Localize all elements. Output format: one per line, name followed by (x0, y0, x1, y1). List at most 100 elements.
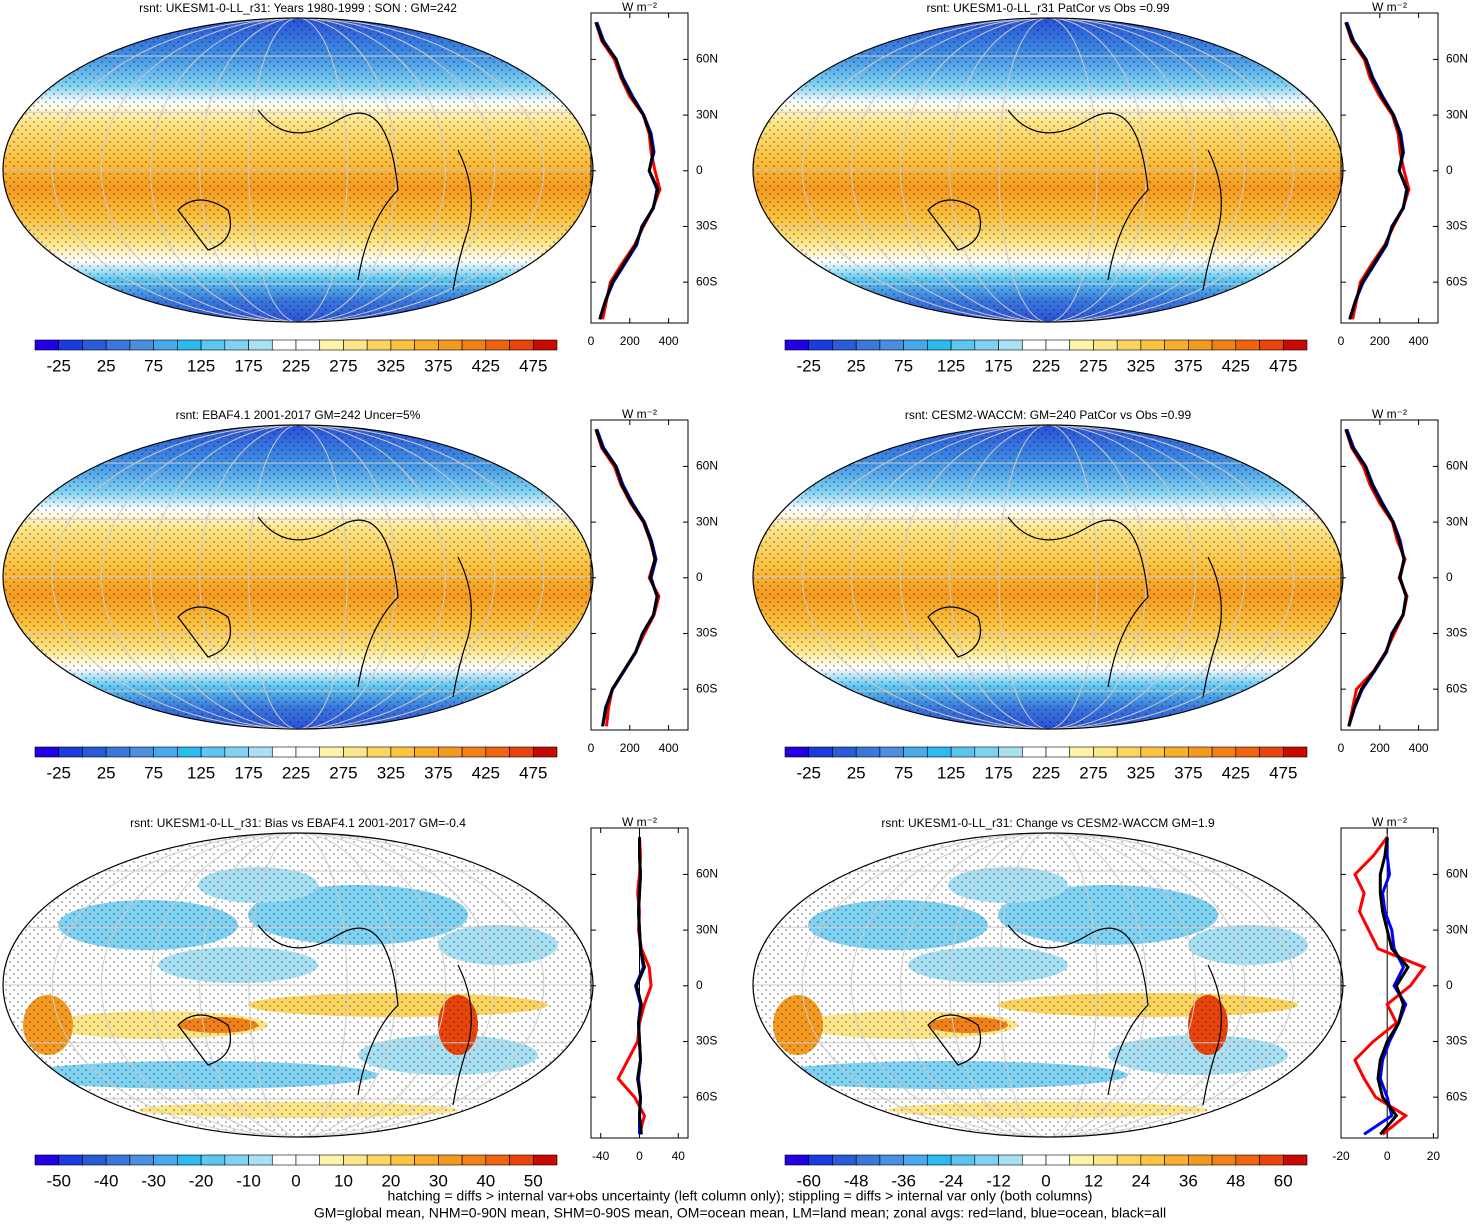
y-tick-label: 60N (1446, 52, 1468, 66)
colorbar-label: 20 (381, 1171, 400, 1190)
colorbar-box (1116, 746, 1142, 758)
colorbar-label: 325 (1127, 356, 1155, 375)
colorbar-box (438, 1154, 463, 1166)
colorbar-label: -24 (939, 1171, 964, 1190)
colorbar-box (974, 339, 999, 351)
colorbar-box (808, 1154, 833, 1166)
colorbar-box (1045, 1154, 1071, 1166)
colorbar-label: -20 (189, 1171, 214, 1190)
colorbar-label: 25 (847, 356, 866, 375)
x-tick-label: 0 (636, 1149, 643, 1163)
colorbar-box (153, 1154, 178, 1166)
colorbar-box (1235, 746, 1260, 758)
zonal-frame (590, 12, 689, 324)
colorbar-box (1021, 746, 1047, 758)
colorbar-label: 325 (377, 763, 405, 782)
colorbar-box (855, 1154, 881, 1166)
y-tick-label: 30N (696, 922, 718, 936)
y-tick-label: 60N (696, 459, 718, 473)
colorbar-box (224, 339, 249, 351)
colorbar-box (1188, 746, 1213, 758)
colorbar-box (366, 339, 392, 351)
zonal-line (1363, 837, 1408, 1136)
x-tick-label: 200 (620, 741, 640, 755)
colorbar-box (1069, 1154, 1094, 1166)
colorbar-box (177, 746, 202, 758)
colorbar-box (200, 746, 226, 758)
colorbar-label: 225 (282, 356, 310, 375)
map (3, 18, 593, 322)
colorbar-label: 125 (187, 763, 215, 782)
zonal-line (1345, 428, 1408, 727)
colorbar-label: 48 (1226, 1171, 1245, 1190)
colorbar-box (295, 746, 321, 758)
map-border (2, 17, 594, 323)
colorbar-label: 225 (1032, 356, 1060, 375)
colorbar-box (414, 746, 439, 758)
colorbar-box (82, 1154, 107, 1166)
colorbar-box (927, 746, 952, 758)
colorbar-box (461, 746, 487, 758)
colorbar-box (998, 1154, 1023, 1166)
colorbar-label: 475 (519, 356, 547, 375)
colorbar-label: 24 (1131, 1171, 1150, 1190)
zonal-line (635, 837, 646, 1135)
colorbar-box (105, 339, 131, 351)
colorbar-box (1164, 746, 1189, 758)
colorbar-box (1069, 746, 1094, 758)
colorbar-box (784, 339, 810, 351)
colorbar-box (832, 339, 857, 351)
colorbar-box (105, 1154, 131, 1166)
y-tick-label: 60S (1446, 274, 1467, 288)
colorbar-box (903, 1154, 928, 1166)
colorbar-box (1116, 1154, 1142, 1166)
colorbar-box (343, 1154, 368, 1166)
colorbar-label: 375 (424, 763, 452, 782)
colorbar-box (153, 339, 178, 351)
colorbar-box (366, 1154, 392, 1166)
zonal-line (594, 21, 660, 320)
colorbar-box (200, 1154, 226, 1166)
colorbar-label: 125 (937, 763, 965, 782)
y-tick-label: 60N (696, 52, 718, 66)
colorbar-box (390, 1154, 415, 1166)
colorbar-label: 225 (282, 763, 310, 782)
zonal-frame (1340, 12, 1439, 324)
colorbar-label: 60 (1274, 1171, 1293, 1190)
colorbar-box (295, 339, 321, 351)
colorbar-box (1211, 339, 1237, 351)
y-tick-label: 60S (696, 274, 717, 288)
colorbar-label: 10 (334, 1171, 353, 1190)
y-tick-label: 30S (696, 626, 717, 640)
colorbar-label: -25 (46, 763, 71, 782)
colorbar-label: 325 (377, 356, 405, 375)
map (753, 18, 1343, 322)
zonal-frame (1340, 827, 1439, 1139)
zonal-line (1353, 836, 1427, 1136)
colorbar-box (438, 746, 463, 758)
map-border (752, 17, 1344, 323)
colorbar-box (390, 746, 415, 758)
colorbar-box (366, 746, 392, 758)
colorbar-label: 275 (329, 763, 357, 782)
colorbar-box (832, 746, 857, 758)
colorbar-box (224, 1154, 249, 1166)
colorbar-box (343, 746, 368, 758)
colorbar-box (784, 1154, 810, 1166)
colorbar-label: 75 (144, 356, 163, 375)
colorbar-label: 75 (894, 763, 913, 782)
footer-line: GM=global mean, NHM=0-90N mean, SHM=0-90… (314, 1205, 1166, 1221)
colorbar-label: 36 (1179, 1171, 1198, 1190)
y-tick-label: 30S (696, 219, 717, 233)
colorbar-label: 175 (234, 356, 262, 375)
coastline (927, 924, 1222, 1106)
x-tick-label: 200 (620, 334, 640, 348)
zonal-frame (1340, 419, 1439, 731)
zonal-line (1376, 837, 1410, 1136)
coastline (927, 516, 1222, 698)
colorbar-box (177, 1154, 202, 1166)
colorbar-box (461, 1154, 487, 1166)
colorbar-label: 30 (429, 1171, 448, 1190)
x-axis-unit: W m⁻² (622, 0, 657, 14)
colorbar-label: 175 (234, 763, 262, 782)
